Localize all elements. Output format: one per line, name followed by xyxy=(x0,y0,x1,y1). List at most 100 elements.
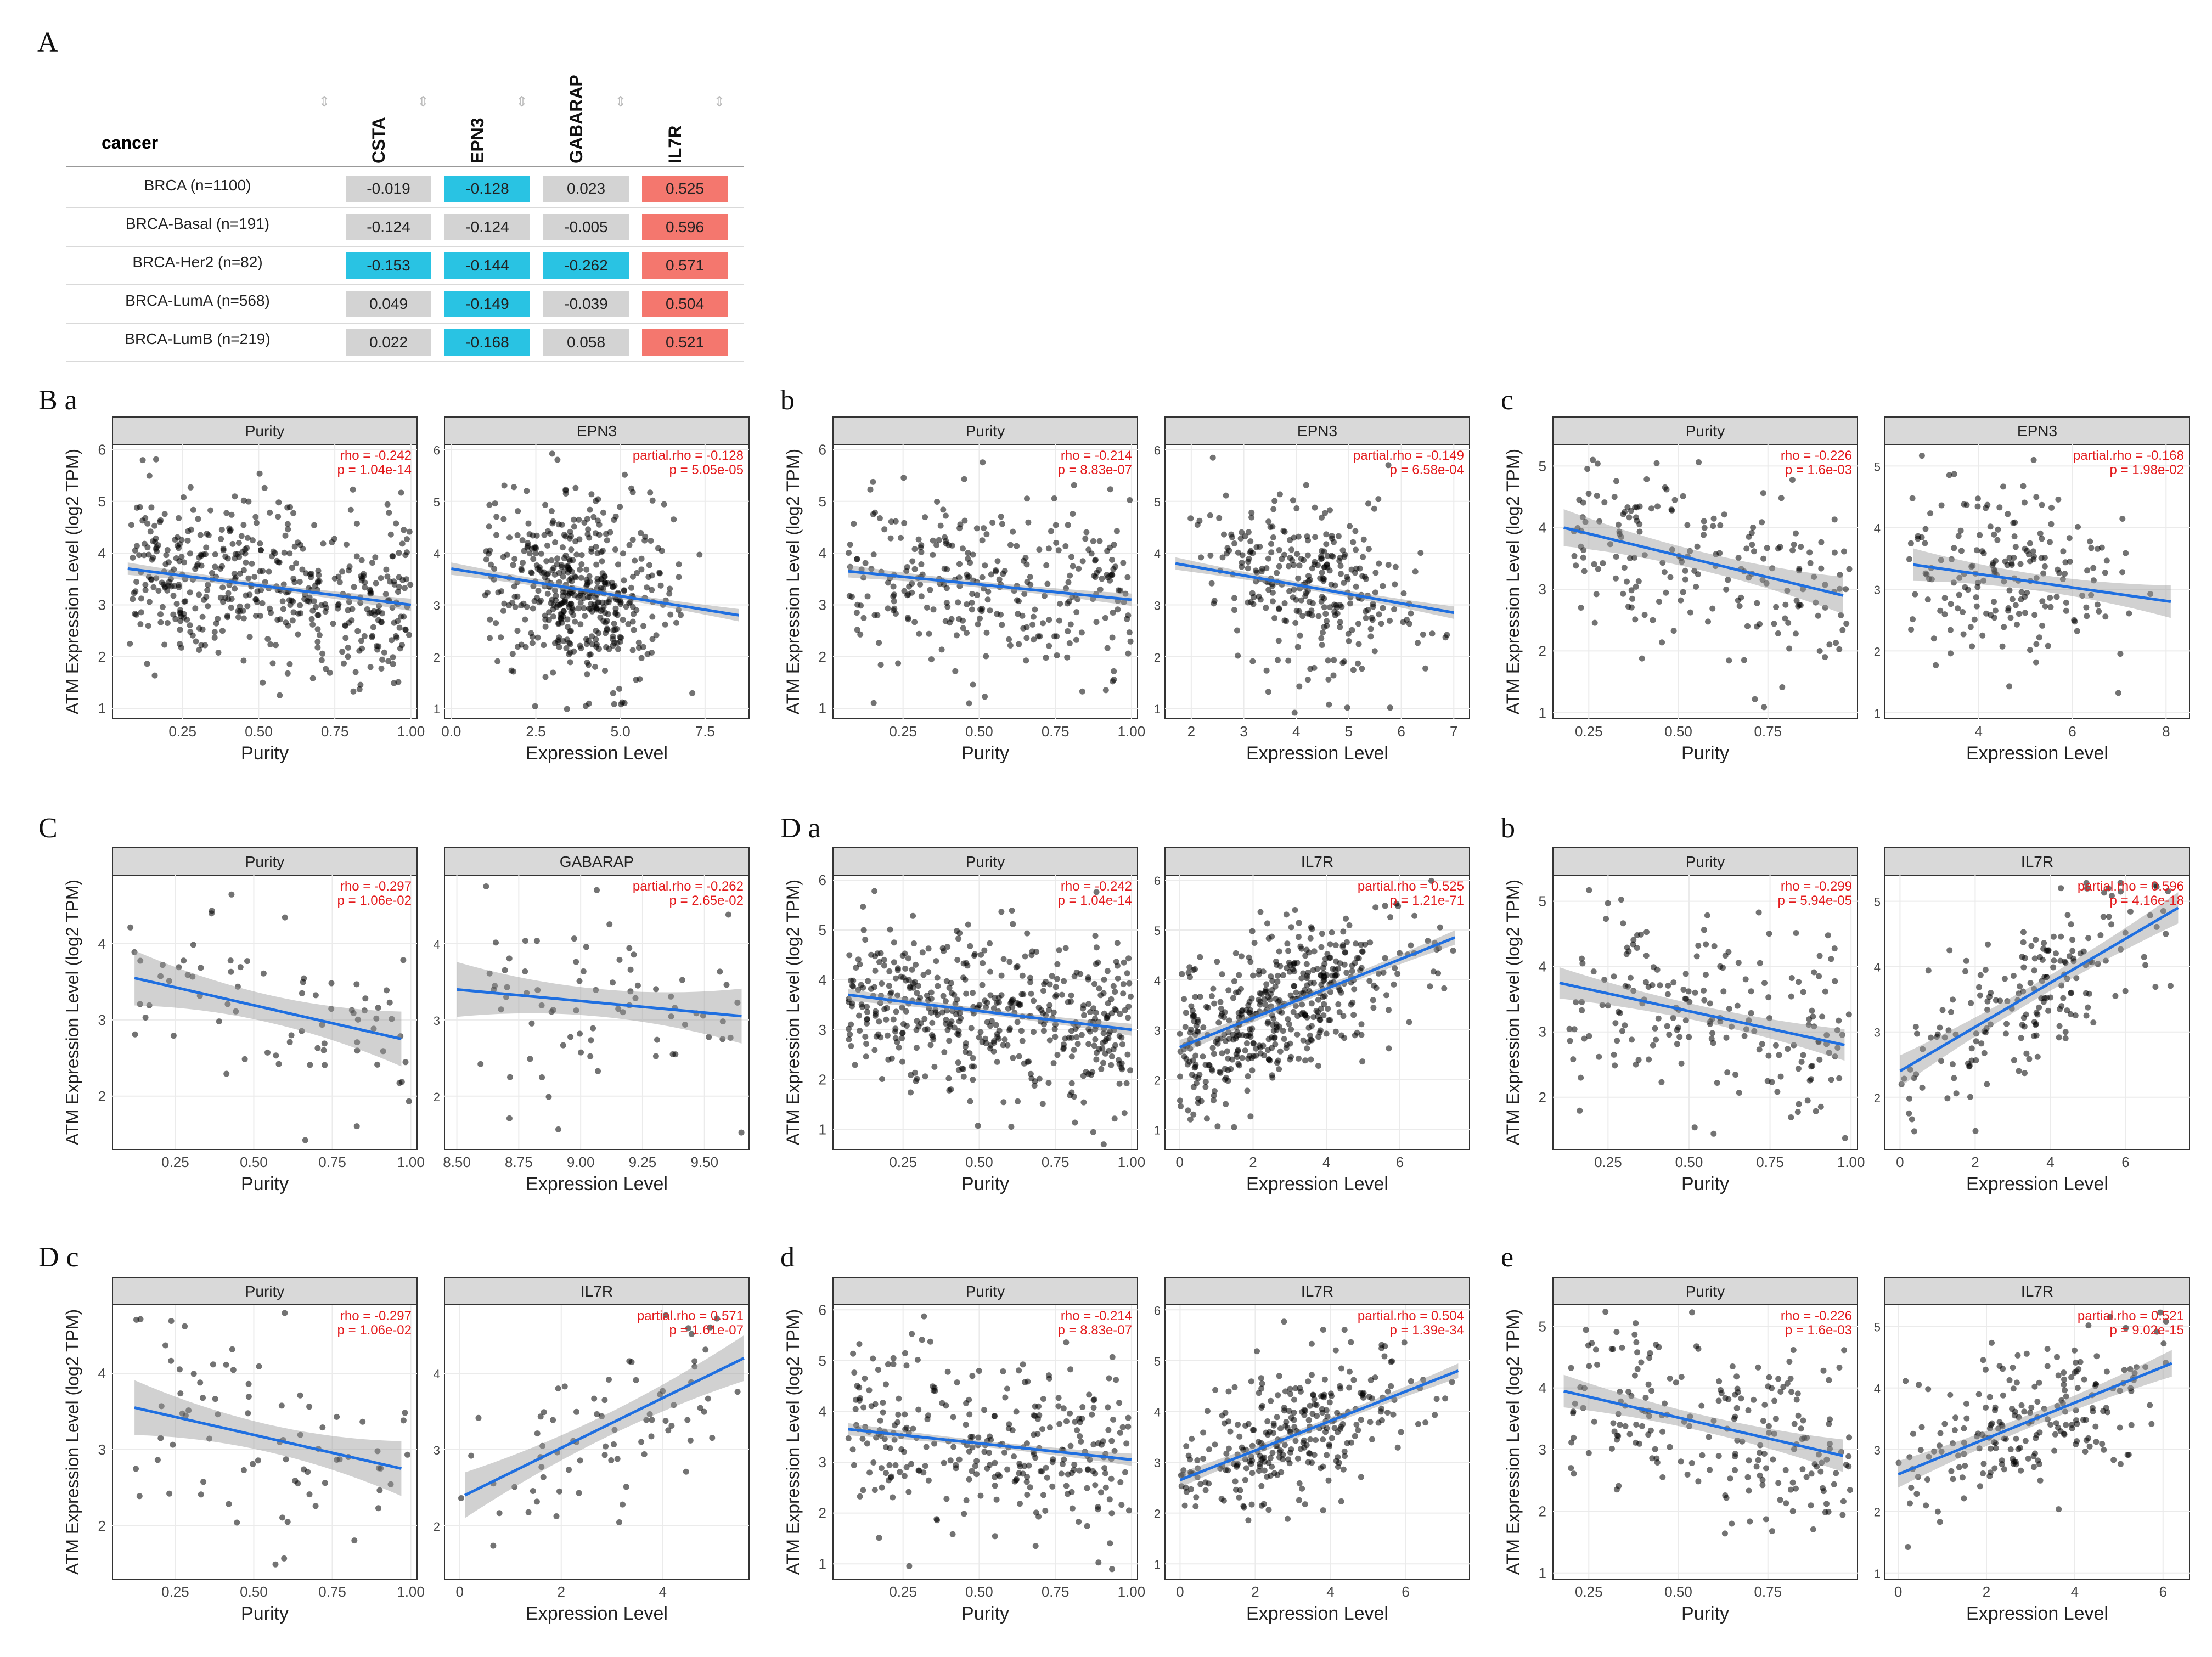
x-tick-label: 0 xyxy=(1176,1154,1184,1170)
data-point xyxy=(151,672,158,679)
data-point xyxy=(1819,1013,1826,1020)
data-point xyxy=(1296,1055,1302,1062)
data-point xyxy=(667,611,674,618)
data-point xyxy=(146,1002,153,1008)
data-point xyxy=(525,1509,532,1515)
data-point xyxy=(2025,1455,2031,1462)
data-point xyxy=(2012,602,2019,608)
data-point xyxy=(567,641,573,647)
data-point xyxy=(1641,552,1648,559)
sort-arrows-icon[interactable]: ⇕ xyxy=(615,93,627,110)
data-point xyxy=(498,588,505,595)
data-point xyxy=(612,605,619,612)
sort-arrows-icon[interactable]: ⇕ xyxy=(318,93,330,110)
data-point xyxy=(1225,1418,1232,1425)
data-point xyxy=(963,990,970,997)
data-point xyxy=(595,1068,601,1074)
data-point xyxy=(894,965,901,972)
data-point xyxy=(682,1022,688,1028)
data-point xyxy=(375,1005,381,1011)
data-point xyxy=(910,912,916,919)
data-point xyxy=(1643,953,1650,959)
scatter-points xyxy=(127,891,412,1143)
data-point xyxy=(1294,1013,1301,1019)
data-point xyxy=(1031,1431,1037,1438)
sort-arrows-icon[interactable]: ⇕ xyxy=(417,93,429,110)
data-point xyxy=(1295,575,1302,582)
data-point xyxy=(249,537,256,544)
x-axis-label: Expression Level xyxy=(1246,1603,1388,1624)
data-point xyxy=(1957,527,1964,534)
data-point xyxy=(974,591,980,598)
data-point xyxy=(1342,949,1349,956)
x-tick-label: 9.00 xyxy=(567,1154,595,1170)
data-point xyxy=(901,1473,908,1479)
data-point xyxy=(166,978,172,984)
data-point xyxy=(240,1467,247,1473)
data-point xyxy=(278,1402,285,1409)
data-point xyxy=(890,607,897,613)
y-tick-label: 5 xyxy=(819,922,826,938)
data-point xyxy=(1127,638,1134,645)
data-point xyxy=(1093,1010,1099,1016)
data-point xyxy=(1795,603,1802,610)
data-point xyxy=(1281,551,1287,558)
data-point xyxy=(638,555,645,562)
data-point xyxy=(187,484,194,491)
data-point xyxy=(398,613,404,620)
x-tick-label: 0.25 xyxy=(161,1583,189,1600)
sort-arrows-icon[interactable]: ⇕ xyxy=(516,93,528,110)
data-point xyxy=(1112,1006,1118,1012)
data-point xyxy=(182,1323,188,1329)
data-point xyxy=(253,520,260,526)
data-point xyxy=(1909,495,1916,501)
data-point xyxy=(210,1361,216,1368)
data-point xyxy=(2022,1070,2028,1077)
p-value-stat: p = 1.39e-34 xyxy=(1390,1323,1464,1338)
data-point xyxy=(894,1039,900,1045)
sort-arrows-icon[interactable]: ⇕ xyxy=(713,93,725,110)
heatmap-cell: 0.058 xyxy=(543,329,629,356)
data-point xyxy=(982,1035,989,1042)
p-value-stat: p = 1.6e-03 xyxy=(1785,463,1852,477)
data-point xyxy=(1073,636,1079,643)
data-point xyxy=(1733,1373,1740,1380)
data-point xyxy=(892,518,899,525)
data-point xyxy=(1000,956,1007,962)
heatmap-cell: -0.168 xyxy=(444,329,530,356)
data-point xyxy=(1837,585,1843,592)
data-point xyxy=(926,630,932,637)
table-row-divider xyxy=(66,323,744,324)
data-point xyxy=(1778,495,1785,501)
regression-line xyxy=(848,570,1132,601)
data-point xyxy=(954,996,960,1003)
data-point xyxy=(603,644,610,650)
data-point xyxy=(1656,599,1662,605)
data-point xyxy=(1016,641,1022,647)
data-point xyxy=(968,1025,975,1032)
data-point xyxy=(1816,1056,1823,1063)
data-point xyxy=(1906,1095,1912,1102)
data-point xyxy=(396,624,403,631)
data-point xyxy=(851,1369,858,1376)
data-point xyxy=(1793,1485,1799,1492)
data-point xyxy=(237,570,243,577)
data-point xyxy=(1382,1343,1388,1349)
p-value-stat: p = 8.83e-07 xyxy=(1058,1323,1132,1338)
data-point xyxy=(541,569,547,576)
data-point xyxy=(312,992,319,999)
y-tick-label: 3 xyxy=(1874,1026,1881,1040)
data-point xyxy=(1687,548,1693,554)
data-point xyxy=(521,548,527,554)
data-point xyxy=(898,1446,905,1452)
data-point xyxy=(987,607,993,614)
data-point xyxy=(905,616,911,623)
data-point xyxy=(1798,1058,1805,1065)
data-point xyxy=(1955,605,1961,612)
data-point xyxy=(908,1089,914,1096)
x-tick-label: 6 xyxy=(1397,723,1405,740)
data-point xyxy=(245,1394,252,1400)
data-point xyxy=(2103,557,2110,564)
y-tick-label: 6 xyxy=(1154,1304,1161,1317)
data-point xyxy=(1666,1032,1673,1038)
